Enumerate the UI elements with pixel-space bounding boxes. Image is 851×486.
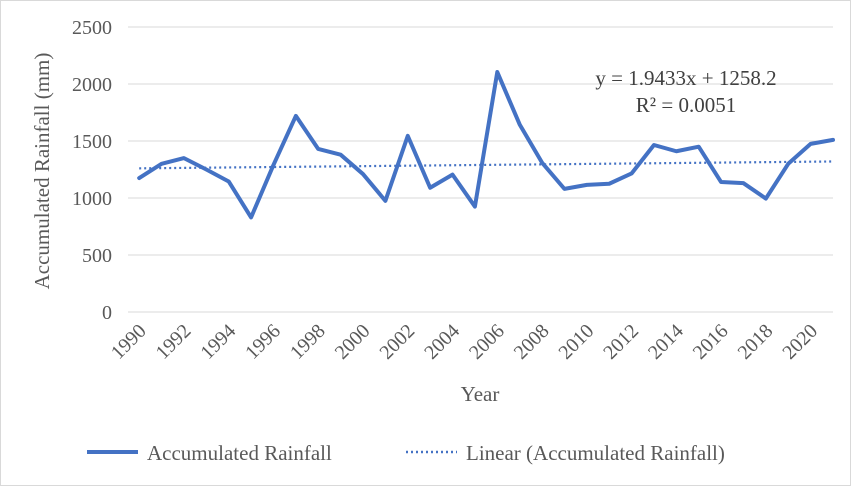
x-tick-labels: 1990 1992 1994 1996 1998 2000 2002 2004 2006 2008… bbox=[107, 320, 822, 364]
data-point bbox=[719, 180, 723, 184]
y-tick-label: 500 bbox=[82, 245, 112, 267]
data-point bbox=[831, 138, 835, 142]
x-tick-label: 1994 bbox=[196, 320, 240, 364]
data-point bbox=[518, 122, 522, 126]
legend: Accumulated Rainfall Linear (Accumulated… bbox=[87, 441, 725, 465]
legend-label-accumulated-rainfall: Accumulated Rainfall bbox=[147, 441, 332, 465]
data-point bbox=[741, 181, 745, 185]
data-point bbox=[786, 162, 790, 166]
data-point bbox=[585, 183, 589, 187]
data-point bbox=[473, 205, 477, 209]
y-tick-label: 2000 bbox=[72, 74, 112, 96]
x-tick-label: 2006 bbox=[465, 320, 509, 364]
x-tick-label: 2020 bbox=[778, 320, 822, 364]
data-point bbox=[227, 179, 231, 183]
data-point bbox=[294, 114, 298, 118]
data-point bbox=[495, 70, 499, 74]
trendline-r-squared: R² = 0.0051 bbox=[636, 93, 736, 117]
data-point bbox=[249, 215, 253, 219]
data-point bbox=[406, 134, 410, 138]
data-point bbox=[764, 197, 768, 201]
x-tick-label: 2000 bbox=[331, 320, 375, 364]
data-point bbox=[137, 176, 141, 180]
data-point bbox=[652, 143, 656, 147]
data-point bbox=[428, 186, 432, 190]
series-lines bbox=[137, 70, 835, 220]
data-point bbox=[607, 182, 611, 186]
data-point bbox=[383, 199, 387, 203]
x-axis-title: Year bbox=[461, 382, 500, 406]
data-point bbox=[339, 153, 343, 157]
data-point bbox=[809, 142, 813, 146]
legend-label-linear-trend: Linear (Accumulated Rainfall) bbox=[466, 441, 725, 465]
x-tick-label: 2016 bbox=[689, 320, 733, 364]
y-tick-label: 1500 bbox=[72, 131, 112, 153]
series-line-accumulated-rainfall bbox=[137, 70, 835, 220]
data-point bbox=[160, 162, 164, 166]
data-point bbox=[316, 147, 320, 151]
x-tick-label: 2008 bbox=[510, 320, 554, 364]
x-tick-label: 2018 bbox=[734, 320, 778, 364]
data-point bbox=[562, 187, 566, 191]
x-tick-label: 2014 bbox=[644, 320, 688, 364]
y-tick-labels: 0 500 1000 1500 2000 2500 bbox=[72, 17, 112, 324]
data-point bbox=[204, 168, 208, 172]
data-point bbox=[361, 172, 365, 176]
y-tick-label: 1000 bbox=[72, 188, 112, 210]
data-point bbox=[271, 163, 275, 167]
gridlines bbox=[128, 26, 833, 313]
x-tick-label: 2002 bbox=[375, 320, 419, 364]
x-tick-label: 1996 bbox=[241, 320, 285, 364]
x-tick-label: 1990 bbox=[107, 320, 151, 364]
y-tick-label: 0 bbox=[102, 302, 112, 324]
x-tick-label: 1998 bbox=[286, 320, 330, 364]
data-point bbox=[630, 171, 634, 175]
x-tick-label: 2004 bbox=[420, 320, 464, 364]
data-point bbox=[697, 145, 701, 149]
x-tick-label: 1992 bbox=[152, 320, 196, 364]
data-point bbox=[451, 173, 455, 177]
y-axis-title: Accumulated Rainfall (mm) bbox=[30, 53, 54, 290]
data-point bbox=[182, 156, 186, 160]
y-tick-label: 2500 bbox=[72, 17, 112, 39]
data-point bbox=[540, 161, 544, 165]
data-point bbox=[674, 149, 678, 153]
trendline-equation: y = 1.9433x + 1258.2 bbox=[595, 66, 776, 90]
x-tick-label: 2010 bbox=[555, 320, 599, 364]
trendline bbox=[139, 160, 834, 170]
x-tick-label: 2012 bbox=[599, 320, 643, 364]
